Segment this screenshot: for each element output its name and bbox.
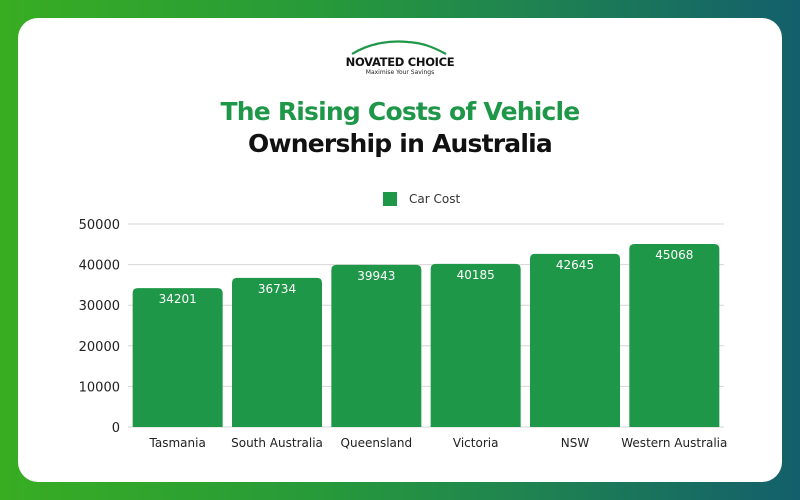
- y-tick-label: 20000: [79, 340, 120, 355]
- bar: [331, 264, 422, 427]
- legend-swatch: [383, 192, 397, 206]
- title-line-2: Ownership in Australia: [248, 129, 553, 158]
- legend-label: Car Cost: [409, 192, 461, 206]
- x-tick-label: NSW: [561, 436, 590, 450]
- x-tick-label: Queensland: [341, 436, 413, 450]
- y-tick-label: 10000: [79, 380, 120, 395]
- title-line-1: The Rising Costs of Vehicle: [220, 97, 581, 126]
- x-tick-label: Western Australia: [621, 436, 727, 450]
- bar: [629, 244, 720, 427]
- data-label: 45068: [655, 248, 693, 262]
- brand-name: NOVATED CHOICE: [345, 55, 455, 69]
- x-tick-label: Victoria: [453, 436, 499, 450]
- y-tick-label: 0: [112, 421, 120, 436]
- bar: [132, 288, 223, 427]
- x-tick-label: Tasmania: [149, 436, 206, 450]
- y-tick-label: 30000: [79, 299, 120, 314]
- brand-tagline: Maximise Your Savings: [365, 69, 435, 76]
- data-label: 40185: [457, 268, 495, 282]
- bar: [530, 253, 620, 427]
- legend: Car Cost: [383, 192, 460, 206]
- y-tick-label: 50000: [79, 218, 120, 233]
- data-label: 36734: [258, 282, 296, 296]
- car-logo-icon: [351, 40, 447, 55]
- bar: [430, 263, 521, 427]
- data-label: 34201: [159, 292, 197, 306]
- brand-logo: NOVATED CHOICE Maximise Your Savings: [340, 38, 460, 78]
- data-label: 42645: [556, 258, 594, 272]
- data-label: 39943: [357, 269, 395, 283]
- bar: [232, 277, 322, 427]
- x-tick-label: South Australia: [231, 436, 323, 450]
- y-tick-label: 40000: [79, 259, 120, 274]
